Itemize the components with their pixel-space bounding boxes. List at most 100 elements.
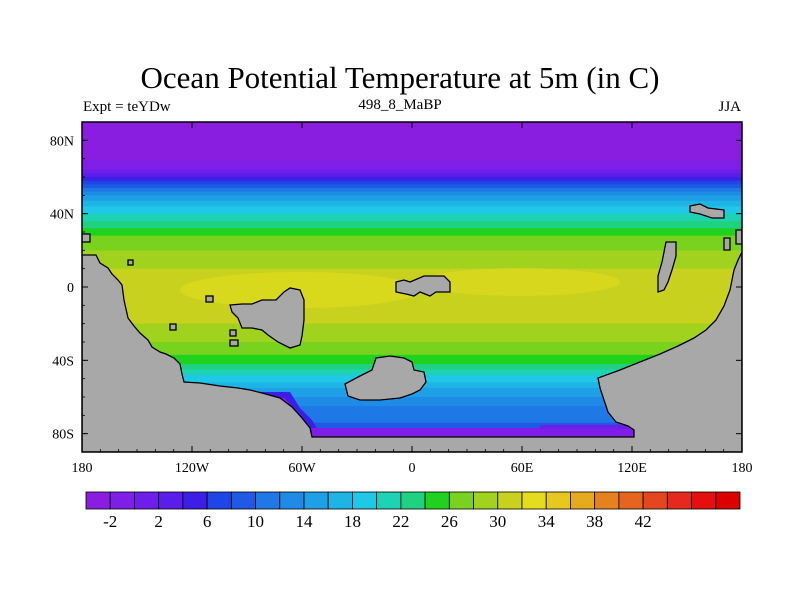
temperature-band — [82, 186, 742, 189]
colorbar-swatch — [570, 491, 596, 510]
colorbar-label: 22 — [392, 512, 409, 531]
temperature-band — [82, 239, 742, 242]
temperature-band — [82, 226, 742, 229]
temperature-band — [82, 208, 742, 211]
temperature-band — [82, 321, 742, 325]
temperature-band — [82, 259, 742, 262]
temperature-band — [82, 397, 742, 400]
temperature-band — [82, 265, 742, 268]
temperature-band — [82, 400, 742, 404]
temperature-band — [82, 151, 742, 154]
temperature-band — [82, 217, 742, 220]
temperature-band — [82, 268, 742, 272]
temperature-band — [82, 312, 742, 316]
temperature-band — [82, 127, 742, 130]
colorbar: -2 2 6 10 14 18 22 26 30 34 38 42 — [85, 491, 741, 531]
temperature-band — [82, 197, 742, 200]
temperature-band — [82, 169, 742, 173]
temperature-band — [82, 171, 742, 174]
temperature-band — [82, 213, 742, 217]
land-islet — [229, 329, 237, 337]
temperature-band — [82, 301, 742, 305]
temperature-band — [82, 331, 742, 334]
temperature-band — [82, 166, 742, 169]
temperature-band — [82, 310, 742, 314]
temperature-band — [82, 272, 742, 275]
temperature-band — [82, 244, 742, 248]
temperature-band — [82, 158, 742, 162]
temperature-band — [82, 248, 742, 251]
temperature-band — [82, 263, 742, 266]
temperature-band — [82, 327, 742, 330]
temperature-band — [82, 153, 742, 156]
temperature-band — [82, 314, 742, 317]
y-tick-label: 0 — [67, 281, 74, 296]
temperature-band — [82, 230, 742, 233]
colorbar-swatch — [473, 491, 499, 510]
temperature-band — [82, 156, 742, 160]
land-plateau — [229, 287, 305, 349]
temperature-band — [82, 215, 742, 218]
temperature-band — [82, 211, 742, 215]
land-east-peninsula — [657, 241, 677, 293]
land-islet — [82, 233, 91, 243]
temperature-band — [82, 184, 742, 187]
y-tick-label: 40S — [52, 354, 74, 369]
temperature-band — [82, 175, 742, 178]
temperature-band — [82, 189, 742, 193]
temperature-band — [82, 204, 742, 207]
temperature-band — [82, 131, 742, 134]
colorbar-swatch — [715, 491, 741, 510]
colorbar-swatch — [206, 491, 232, 510]
temperature-band — [82, 162, 742, 165]
temperature-band — [82, 136, 742, 140]
colorbar-swatch — [666, 491, 692, 510]
temperature-band — [82, 241, 742, 244]
temperature-band — [82, 276, 742, 279]
y-tick-label: 40N — [50, 208, 74, 223]
colorbar-label: 34 — [538, 512, 556, 531]
temperature-band — [82, 188, 742, 191]
temperature-band — [82, 237, 742, 240]
colorbar-swatch — [182, 491, 208, 510]
temperature-band — [82, 155, 742, 158]
temperature-band — [82, 406, 742, 409]
temperature-band — [82, 307, 742, 310]
colorbar-label: 42 — [635, 512, 652, 531]
temperature-band — [82, 233, 742, 237]
temperature-band — [82, 246, 742, 250]
colorbar-swatch — [85, 491, 111, 510]
land-northeast-island — [689, 203, 725, 219]
temperature-band — [82, 191, 742, 195]
temperature-band — [82, 149, 742, 152]
colorbar-swatch — [545, 491, 571, 510]
temperature-band — [82, 298, 742, 301]
temperature-band — [82, 398, 742, 402]
temperature-band — [82, 138, 742, 141]
colorbar-label: 2 — [154, 512, 163, 531]
temperature-band — [82, 323, 742, 327]
x-tick-label: 120W — [175, 461, 210, 476]
colorbar-label: -2 — [103, 512, 117, 531]
colorbar-label: 38 — [586, 512, 603, 531]
colorbar-swatch — [400, 491, 426, 510]
temperature-band — [82, 353, 742, 356]
temperature-band — [82, 140, 742, 143]
temperature-band — [82, 349, 742, 352]
temperature-band — [82, 200, 742, 204]
land-southern-continent — [82, 251, 742, 452]
experiment-label: Expt = teYDw — [83, 99, 171, 115]
temperature-band — [82, 254, 742, 257]
colorbar-swatch — [691, 491, 717, 510]
temperature-band — [82, 395, 742, 398]
colorbar-swatch — [618, 491, 644, 510]
temperature-band — [82, 329, 742, 332]
x-tick-label: 180 — [72, 461, 93, 476]
temperature-band — [82, 222, 742, 226]
temperature-band — [82, 173, 742, 176]
land-islet — [127, 259, 134, 266]
temperature-band — [82, 224, 742, 228]
temperature-band — [82, 243, 742, 246]
temperature-band — [82, 417, 742, 420]
temperature-band — [82, 338, 742, 341]
